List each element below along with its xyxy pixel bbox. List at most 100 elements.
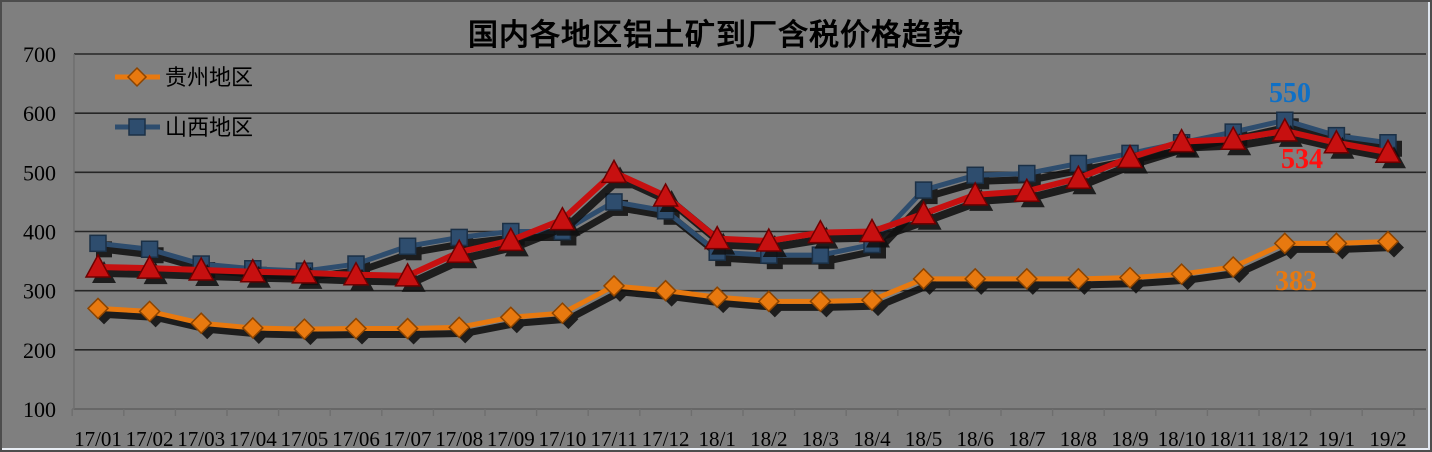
- data-point-贵州地区-18/6: [964, 267, 987, 290]
- x-axis-label-18/1: 18/1: [699, 427, 736, 451]
- data-point-山西地区-18/6: [966, 166, 984, 185]
- data-point-unlabeled-red-17/07: [394, 262, 421, 287]
- data-point-unlabeled-red-17/08: [445, 238, 473, 263]
- data-point-贵州地区-18/5: [912, 267, 935, 290]
- x-axis-label-18/10: 18/10: [1158, 427, 1206, 451]
- data-point-贵州地区-18/8: [1067, 267, 1090, 290]
- data-point-unlabeled-red-18/8: [1065, 164, 1092, 189]
- data-point-unlabeled-red-19/2: [1374, 138, 1402, 163]
- x-axis-label-17/03: 17/03: [177, 427, 225, 451]
- data-point-unlabeled-red-17/02: [136, 254, 163, 279]
- legend-label-贵州地区: 贵州地区: [165, 66, 253, 91]
- data-point-山西地区-17/11: [605, 193, 623, 211]
- annotation-383: 383: [1275, 266, 1317, 297]
- data-point-贵州地区-18/9: [1118, 266, 1142, 289]
- data-point-贵州地区-17/02: [138, 300, 161, 323]
- x-axis-label-18/7: 18/7: [1008, 427, 1045, 451]
- data-point-山西地区-18/5: [914, 181, 933, 199]
- data-point-贵州地区-17/12: [654, 279, 677, 302]
- series-shadow-unlabeled-red: [92, 124, 1406, 292]
- x-axis-label-17/11: 17/11: [590, 427, 637, 451]
- data-point-山西地区-17/01: [89, 234, 107, 253]
- x-axis-label-17/10: 17/10: [538, 427, 586, 451]
- data-point-unlabeled-red-18/6: [961, 181, 989, 206]
- data-point-unlabeled-red-19/1: [1323, 129, 1350, 154]
- annotation-550: 550: [1269, 78, 1311, 109]
- data-point-unlabeled-red-18/9: [1116, 143, 1144, 169]
- data-point-贵州地区-18/11: [1222, 255, 1245, 279]
- x-axis-label-17/01: 17/01: [74, 427, 122, 451]
- data-point-贵州地区-19/2: [1376, 230, 1400, 253]
- data-point-贵州地区-18/3: [809, 290, 832, 313]
- data-point-unlabeled-red-18/2: [755, 227, 783, 252]
- data-point-unlabeled-red-17/10: [549, 206, 576, 231]
- data-point-贵州地区-17/09: [499, 306, 522, 329]
- data-point-贵州地区-18/2: [757, 290, 780, 313]
- legend-swatch-marker-山西地区: [128, 118, 146, 136]
- data-point-unlabeled-red-18/3: [807, 219, 834, 244]
- data-point-贵州地区-17/06: [344, 317, 368, 340]
- x-axis-label-18/5: 18/5: [905, 427, 942, 451]
- x-axis-label-18/2: 18/2: [750, 427, 787, 451]
- data-point-贵州地区-19/1: [1325, 232, 1348, 255]
- data-point-贵州地区-17/07: [396, 317, 419, 340]
- x-axis-label-18/8: 18/8: [1060, 427, 1097, 451]
- data-point-贵州地区-18/10: [1170, 263, 1193, 286]
- data-point-unlabeled-red-18/1: [703, 225, 731, 250]
- x-axis-label-17/12: 17/12: [642, 427, 690, 451]
- x-axis-label-17/04: 17/04: [229, 427, 277, 451]
- data-point-unlabeled-red-17/05: [291, 259, 318, 284]
- data-point-unlabeled-red-17/06: [342, 261, 370, 286]
- data-point-unlabeled-red-17/04: [239, 258, 267, 283]
- x-axis-label-18/3: 18/3: [802, 427, 839, 451]
- y-axis-label-500: 500: [23, 160, 56, 185]
- data-point-贵州地区-17/11: [602, 274, 626, 297]
- x-axis-label-18/12: 18/12: [1261, 427, 1309, 451]
- window-right-highlight: [1428, 2, 1430, 450]
- data-point-贵州地区-18/12: [1273, 232, 1296, 255]
- y-axis-label-700: 700: [23, 42, 56, 67]
- legend-swatch-marker-贵州地区: [126, 66, 148, 88]
- legend-label-山西地区: 山西地区: [165, 116, 253, 141]
- y-axis-label-100: 100: [23, 397, 56, 422]
- x-axis-label-18/9: 18/9: [1111, 427, 1148, 451]
- data-point-贵州地区-18/7: [1015, 267, 1038, 290]
- data-point-贵州地区-17/08: [448, 316, 471, 339]
- data-point-山西地区-18/3: [811, 246, 830, 264]
- x-axis-label-18/4: 18/4: [853, 427, 891, 451]
- y-axis-label-600: 600: [23, 101, 56, 126]
- data-point-贵州地区-17/01: [86, 297, 110, 320]
- legend-item-贵州地区: 贵州地区: [115, 66, 253, 91]
- x-axis-label-17/07: 17/07: [384, 427, 432, 451]
- data-point-unlabeled-red-18/4: [858, 217, 886, 243]
- x-axis-label-17/06: 17/06: [332, 427, 380, 451]
- legend-item-山西地区: 山西地区: [115, 116, 253, 141]
- data-point-unlabeled-red-17/11: [600, 158, 628, 184]
- x-axis-label-17/09: 17/09: [487, 427, 535, 451]
- data-point-贵州地区-18/1: [706, 286, 729, 309]
- x-axis-label-19/1: 19/1: [1318, 427, 1355, 451]
- data-point-山西地区-17/07: [398, 237, 417, 256]
- x-axis-label-18/11: 18/11: [1210, 427, 1257, 451]
- data-point-贵州地区-17/04: [241, 316, 264, 340]
- data-point-unlabeled-red-18/5: [910, 200, 937, 225]
- data-point-unlabeled-red-17/01: [84, 253, 112, 278]
- annotation-534: 534: [1281, 144, 1323, 175]
- window-bottom-highlight: [2, 448, 1430, 450]
- y-axis-label-200: 200: [23, 338, 56, 363]
- x-axis-label-17/05: 17/05: [280, 427, 328, 451]
- x-axis-label-18/6: 18/6: [957, 427, 994, 451]
- data-point-unlabeled-red-18/10: [1168, 128, 1195, 153]
- data-point-unlabeled-red-18/12: [1271, 117, 1299, 142]
- data-point-贵州地区-17/05: [293, 318, 316, 341]
- x-axis-label-17/02: 17/02: [126, 427, 174, 451]
- x-axis-label-17/08: 17/08: [435, 427, 483, 451]
- x-axis-label-19/2: 19/2: [1369, 427, 1406, 451]
- data-point-unlabeled-red-17/03: [187, 256, 215, 281]
- data-point-unlabeled-red-17/09: [497, 226, 525, 252]
- y-axis-label-300: 300: [23, 279, 56, 304]
- data-point-unlabeled-red-18/11: [1219, 125, 1247, 150]
- y-axis-label-400: 400: [23, 220, 56, 245]
- data-point-贵州地区-17/03: [190, 312, 213, 335]
